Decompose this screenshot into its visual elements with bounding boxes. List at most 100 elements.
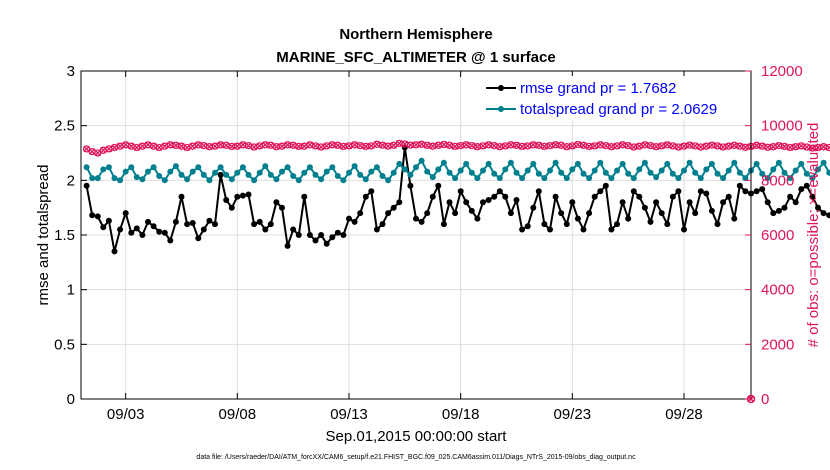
data-point [591, 167, 598, 174]
data-point [117, 177, 124, 184]
obs-evaluated-point [250, 143, 258, 151]
data-point [446, 199, 453, 206]
data-point [725, 193, 732, 200]
obs-evaluated-point [228, 143, 236, 150]
data-point [195, 164, 202, 171]
y-tick-label: 0 [67, 391, 75, 408]
data-point [569, 166, 576, 173]
data-point [552, 193, 559, 200]
data-point [547, 167, 553, 174]
data-point [792, 199, 799, 206]
obs-evaluated-point [334, 142, 342, 149]
data-point [647, 169, 654, 176]
data-point [217, 171, 224, 178]
obs-evaluated-point [825, 144, 830, 151]
data-point [279, 168, 285, 175]
data-point [513, 197, 520, 203]
data-point [267, 221, 274, 228]
data-point [401, 166, 408, 173]
data-point [273, 199, 280, 206]
obs-evaluated-point [725, 142, 732, 150]
obs-evaluated-point [535, 142, 543, 149]
x-tick-label: 09/08 [219, 406, 257, 423]
data-point [535, 188, 542, 195]
data-point [334, 229, 341, 236]
obs-evaluated-point [440, 141, 448, 148]
legend-rmse-marker [498, 85, 504, 91]
data-point [351, 163, 358, 170]
data-point [111, 248, 118, 255]
data-point [647, 218, 654, 225]
obs-evaluated-point [111, 144, 118, 151]
zero-obs-marker-x [747, 395, 755, 403]
data-point [753, 188, 760, 195]
data-point [83, 164, 90, 171]
data-point [234, 169, 241, 176]
data-point [714, 221, 721, 228]
obs-evaluated-point [356, 142, 364, 149]
data-point [703, 190, 710, 197]
data-point [524, 167, 531, 174]
y-tick-label: 1.5 [54, 227, 75, 244]
data-point [641, 204, 648, 211]
obs-evaluated-point [261, 141, 269, 149]
data-point [312, 237, 319, 244]
obs-evaluated-point [423, 142, 431, 149]
data-point [156, 173, 163, 179]
obs-evaluated-point [786, 144, 794, 151]
data-point [563, 221, 570, 228]
data-point [189, 220, 196, 226]
obs-evaluated-point [524, 142, 531, 150]
data-point [530, 204, 537, 211]
data-point [418, 157, 425, 164]
obs-evaluated-point [295, 143, 303, 150]
data-point [145, 168, 151, 175]
obs-evaluated-point [323, 142, 330, 150]
data-point [362, 176, 369, 183]
x-tick-label: 09/23 [554, 406, 592, 423]
data-point [597, 159, 604, 166]
obs-evaluated-point [189, 142, 196, 150]
data-point [552, 159, 559, 166]
y-axis-label: rmse and totalspread [35, 165, 52, 306]
data-point [312, 171, 319, 178]
data-point [145, 218, 151, 225]
obs-evaluated-point [479, 142, 487, 150]
data-point [217, 164, 224, 171]
data-point [379, 173, 386, 179]
data-point [100, 166, 107, 173]
obs-evaluated-point [139, 142, 146, 150]
obs-evaluated-point [446, 142, 453, 149]
zero-obs-marker [746, 394, 756, 404]
obs-evaluated-point [814, 144, 822, 151]
data-point [178, 193, 185, 200]
obs-evaluated-point [200, 142, 208, 149]
obs-evaluated-point [652, 143, 660, 150]
data-point [775, 207, 782, 214]
data-point [524, 223, 531, 230]
data-point [94, 175, 101, 182]
data-point [228, 176, 235, 183]
data-point [496, 188, 503, 195]
data-point [94, 213, 101, 220]
data-point [184, 221, 191, 228]
y2-tick-label: 12000 [761, 63, 803, 80]
obs-evaluated-point [256, 142, 263, 150]
legend-rmse-label: rmse grand pr = 1.7682 [520, 80, 676, 97]
data-point [714, 170, 721, 177]
obs-evaluated-point [211, 142, 219, 150]
data-point [519, 226, 526, 233]
data-point [111, 175, 118, 182]
obs-evaluated-point [289, 142, 297, 149]
data-point [619, 160, 626, 167]
obs-evaluated-point [770, 143, 777, 150]
data-point [803, 170, 810, 177]
obs-evaluated-point [451, 143, 459, 150]
data-point [731, 215, 738, 222]
data-point [558, 169, 565, 176]
data-point [340, 177, 347, 184]
data-point [480, 167, 486, 174]
obs-evaluated-point [546, 142, 554, 149]
data-point [390, 204, 397, 211]
obs-evaluated-point [105, 145, 113, 153]
